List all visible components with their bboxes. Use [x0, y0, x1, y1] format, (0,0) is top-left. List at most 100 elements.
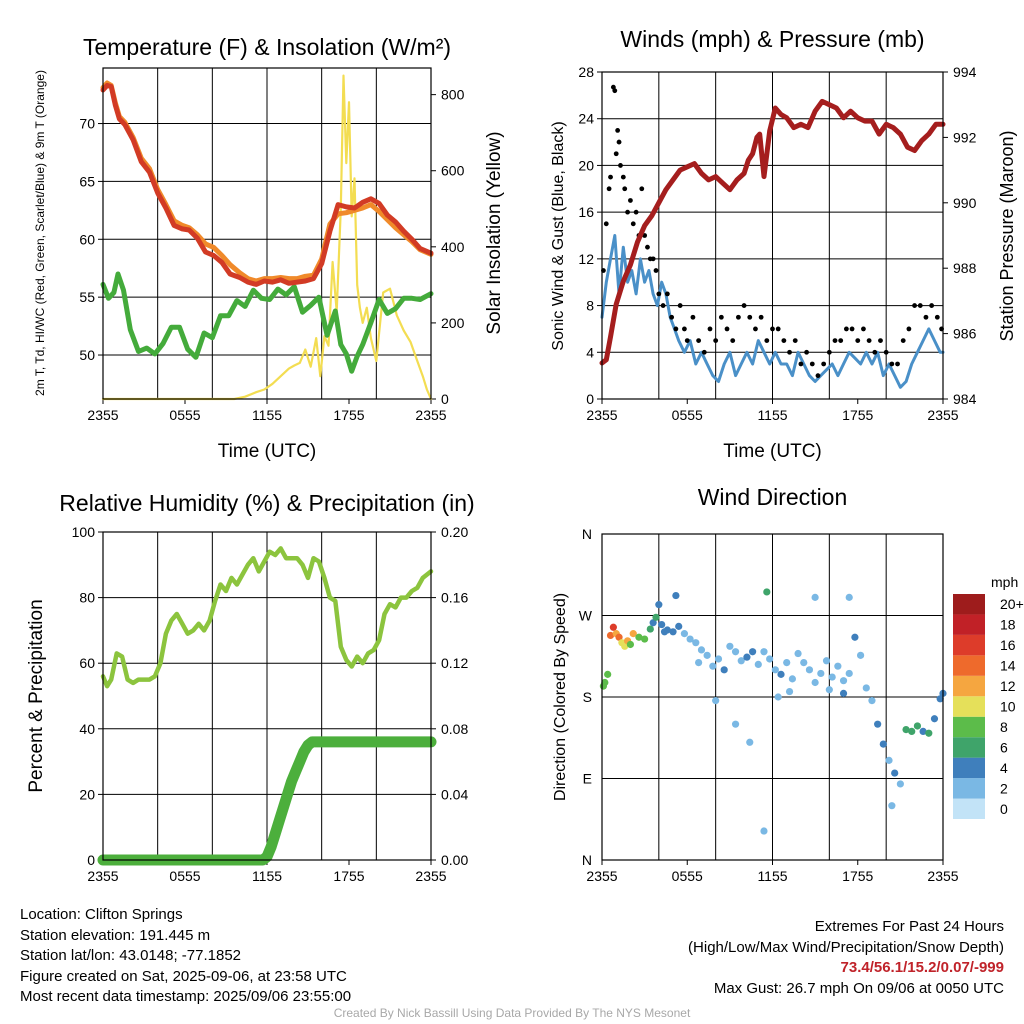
y2-tick-label: 990 [953, 195, 977, 211]
panel-title: Relative Humidity (%) & Precipitation (i… [59, 490, 474, 516]
gust-point [639, 186, 645, 192]
gust-point [612, 88, 618, 94]
direction-point [680, 630, 689, 638]
x-tick-label: 0555 [672, 407, 703, 423]
direction-point [731, 720, 740, 728]
direction-point [695, 658, 703, 667]
direction-point [851, 633, 859, 641]
colorbar-label: 2 [1000, 780, 1008, 796]
x-tick-label: 0555 [672, 868, 703, 884]
x-tick-label: 1755 [333, 868, 364, 884]
series-line [599, 98, 946, 366]
colorbar-label: 14 [1000, 658, 1016, 674]
y-tick-label: N [582, 852, 592, 868]
gust-point [832, 338, 838, 344]
x-tick-label: 2355 [87, 868, 118, 884]
gust-point [753, 326, 758, 332]
x-tick-label: 1155 [252, 868, 282, 884]
direction-point [746, 738, 754, 746]
gust-point [764, 338, 770, 344]
colorbar-label: 12 [1000, 678, 1016, 694]
station-latlon: Station lat/lon: 43.0148; -77.1852 [20, 947, 242, 964]
direction-point [902, 726, 910, 734]
gust-point [900, 338, 906, 344]
y2-tick-label: 0.00 [441, 852, 468, 868]
x-tick-label: 1755 [333, 407, 364, 423]
direction-point [856, 651, 865, 659]
max-gust: Max Gust: 26.7 mph On 09/06 at 0050 UTC [713, 979, 1004, 997]
direction-point [925, 729, 933, 737]
direction-point [908, 727, 916, 736]
gust-point [821, 361, 827, 367]
direction-point [936, 695, 944, 703]
gust-point [625, 209, 630, 215]
colorbar-label: 20+ [1000, 596, 1024, 612]
direction-point [672, 591, 680, 600]
colorbar-label: 10 [1000, 699, 1016, 715]
y-tick-label: N [582, 526, 592, 542]
y-tick-label: W [579, 608, 593, 624]
direction-point [783, 658, 791, 667]
gust-point [682, 326, 687, 332]
gust-point [660, 303, 666, 308]
x-tick-label: 2355 [586, 407, 617, 423]
plot-frame [102, 531, 432, 861]
y2-tick-label: 992 [953, 129, 977, 145]
gust-point [747, 314, 753, 320]
colorbar-swatch [953, 696, 985, 717]
station-location: Location: Clifton Springs [20, 906, 183, 923]
x-tick-label: 0555 [169, 868, 200, 884]
direction-point [703, 651, 711, 659]
direction-point [669, 628, 677, 636]
y2-tick-label: 0.08 [441, 721, 468, 737]
panel-title: Temperature (F) & Insolation (W/m²) [83, 34, 451, 60]
y-tick-label: 50 [79, 347, 95, 363]
gust-point [669, 314, 675, 320]
direction-point [760, 648, 768, 656]
gust-point [781, 338, 787, 344]
gust-point [653, 268, 659, 273]
direction-point [891, 769, 899, 777]
gust-point [615, 127, 621, 133]
direction-point [868, 697, 876, 705]
credit-line: Created By Nick Bassill Using Data Provi… [333, 1006, 691, 1020]
y-tick-label: 60 [79, 655, 95, 671]
gust-point [645, 244, 650, 250]
series-line [97, 736, 437, 866]
direction-point [930, 715, 939, 723]
direction-point [697, 646, 706, 654]
x-tick-label: 1155 [757, 407, 787, 423]
colorbar-swatch [953, 778, 985, 799]
colorbar-label: 8 [1000, 719, 1008, 735]
gust-point [906, 326, 912, 332]
direction-point [800, 658, 808, 667]
gust-point [912, 303, 917, 308]
direction-point [896, 780, 904, 788]
direction-point [663, 626, 671, 634]
latest-data-timestamp: Most recent data timestamp: 2025/09/06 2… [20, 988, 352, 1005]
gust-point [872, 349, 878, 355]
y-tick-label: 100 [72, 524, 96, 540]
panel-2: 2355 0555 1155 1755 2355 Winds (mph) & Pressu… [550, 26, 1017, 462]
direction-point [788, 675, 796, 683]
x-tick-label: 2355 [586, 868, 617, 884]
y2-tick-label: 0 [441, 391, 449, 407]
x-tick-label: 2355 [415, 407, 446, 423]
colorbar-unit: mph [991, 574, 1018, 590]
y2-tick-label: 988 [953, 260, 977, 276]
direction-point [646, 625, 654, 633]
direction-point [720, 666, 728, 674]
gust-point [895, 361, 900, 367]
gust-point [677, 303, 683, 308]
direction-point [811, 593, 819, 601]
direction-point [641, 635, 649, 643]
y-tick-label: 0 [586, 391, 594, 407]
gust-point [673, 326, 679, 332]
gust-point [917, 303, 923, 308]
y-tick-label: E [583, 771, 592, 787]
gust-point [883, 349, 889, 355]
direction-point [609, 623, 617, 631]
direction-point [874, 720, 882, 728]
direction-point [658, 620, 666, 629]
x-tick-label: 2355 [415, 868, 446, 884]
